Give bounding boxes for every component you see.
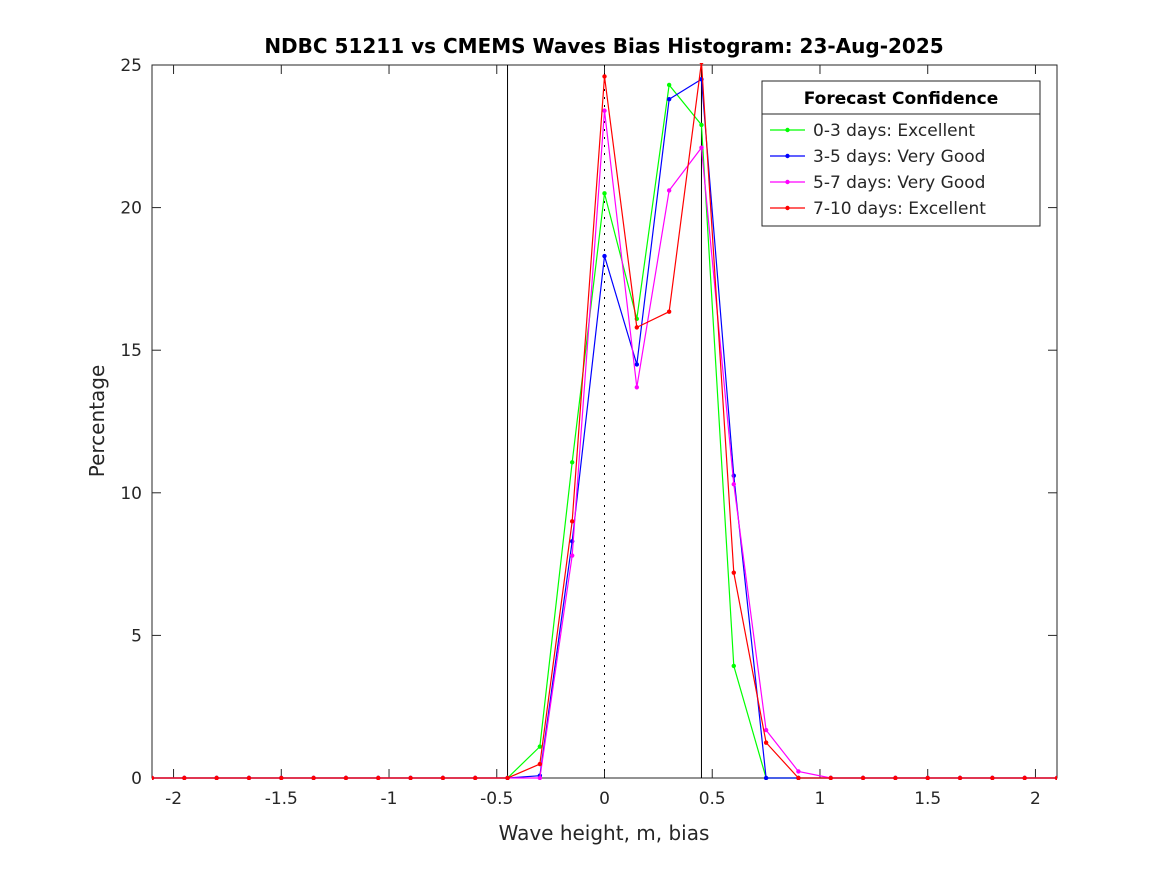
y-tick-label: 5 — [131, 626, 142, 646]
y-tick-label: 10 — [120, 484, 142, 504]
data-point — [666, 188, 672, 193]
data-point — [763, 727, 769, 733]
data-point — [376, 775, 381, 780]
data-point — [279, 775, 284, 780]
data-point — [666, 97, 672, 102]
data-point — [990, 775, 995, 780]
legend-entry-label: 7-10 days: Excellent — [813, 199, 986, 219]
data-point — [602, 108, 607, 113]
y-tick-label: 15 — [120, 341, 142, 361]
data-point — [860, 775, 866, 780]
x-tick-label: -0.5 — [480, 789, 513, 809]
data-point — [763, 740, 769, 745]
legend-box — [761, 80, 1041, 227]
data-point — [1022, 775, 1027, 780]
data-point — [569, 519, 575, 524]
data-point — [731, 482, 736, 487]
data-point — [311, 775, 316, 780]
data-point — [666, 309, 672, 314]
legend-swatch-marker — [785, 153, 790, 159]
data-point — [925, 775, 930, 780]
x-tick-label: 0 — [599, 789, 610, 809]
y-tick-label: 20 — [120, 199, 142, 219]
x-tick-label: -2 — [165, 789, 182, 809]
data-point — [602, 74, 607, 79]
x-tick-label: 1 — [815, 789, 826, 809]
legend-entry-label: 5-7 days: Very Good — [813, 173, 985, 193]
data-point — [634, 362, 640, 367]
y-tick-label: 25 — [120, 56, 142, 76]
data-point — [763, 775, 769, 780]
y-tick-label: 0 — [131, 769, 142, 789]
data-point — [893, 775, 898, 780]
data-point — [796, 769, 801, 774]
data-point — [828, 775, 833, 780]
legend-swatch-marker — [785, 205, 790, 211]
x-tick-label: 0.5 — [699, 789, 726, 809]
data-point — [214, 775, 219, 780]
x-tick-label: 2 — [1030, 789, 1041, 809]
data-point — [440, 775, 446, 780]
legend-entry-label: 3-5 days: Very Good — [813, 147, 985, 167]
x-tick-label: -1.5 — [265, 789, 298, 809]
data-point — [957, 775, 963, 780]
data-point — [537, 744, 543, 749]
data-point — [699, 145, 704, 150]
data-point — [246, 775, 252, 780]
data-point — [634, 385, 640, 390]
data-point — [473, 775, 478, 780]
data-point — [408, 775, 413, 780]
data-point — [569, 460, 575, 465]
data-point — [731, 663, 736, 669]
data-point — [505, 775, 510, 780]
x-tick-label: 1.5 — [914, 789, 941, 809]
legend-swatch-marker — [785, 127, 790, 133]
data-point — [666, 82, 672, 88]
data-point — [796, 775, 801, 780]
data-point — [731, 570, 736, 575]
legend-entry-label: 0-3 days: Excellent — [813, 121, 975, 141]
data-point — [699, 122, 704, 128]
series-group — [152, 63, 1057, 780]
data-point — [537, 761, 543, 767]
data-point — [602, 191, 607, 196]
data-point — [569, 553, 575, 558]
legend-title: Forecast Confidence — [804, 89, 999, 109]
data-point — [1054, 775, 1057, 780]
data-point — [537, 775, 543, 780]
data-point — [634, 325, 640, 330]
x-axis-label: Wave height, m, bias — [499, 821, 710, 845]
chart-title: NDBC 51211 vs CMEMS Waves Bias Histogram… — [264, 34, 943, 58]
data-point — [699, 63, 704, 65]
legend: Forecast Confidence 0-3 days: Excellent 3… — [761, 80, 1041, 227]
legend-swatch-marker — [785, 179, 790, 185]
data-point — [152, 775, 155, 780]
x-tick-label: -1 — [381, 789, 398, 809]
data-point — [343, 775, 349, 780]
data-point — [182, 775, 187, 780]
data-point — [602, 253, 607, 259]
y-axis-label: Percentage — [85, 365, 109, 478]
